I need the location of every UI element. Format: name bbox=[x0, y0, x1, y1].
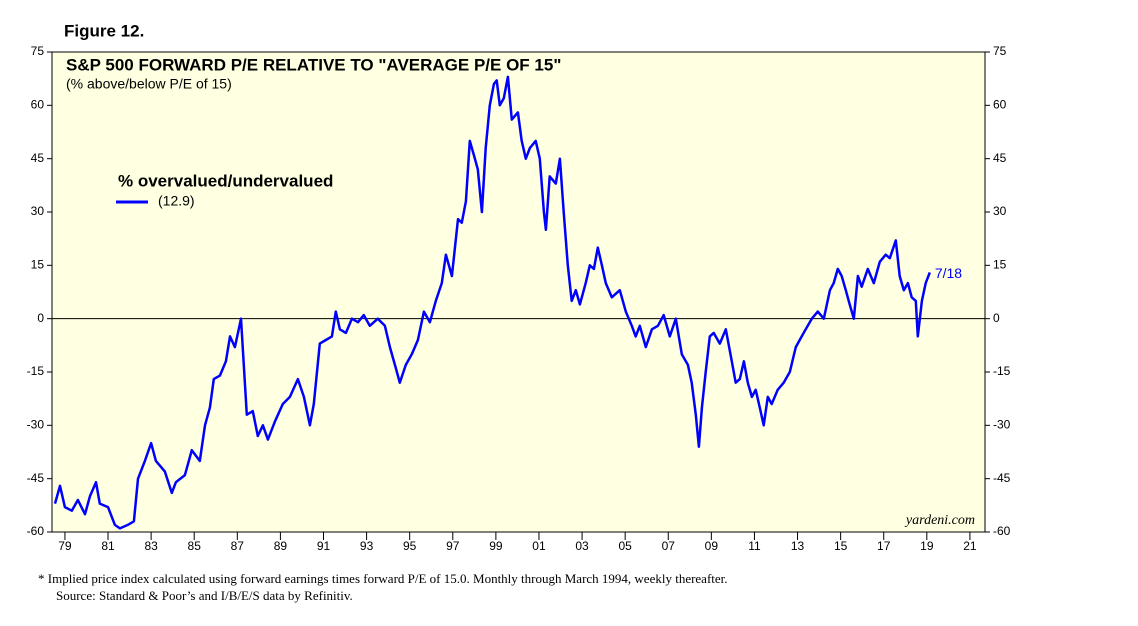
y2-tick-label: 30 bbox=[993, 204, 1007, 218]
x-tick-label: 93 bbox=[360, 539, 374, 553]
x-tick-label: 81 bbox=[101, 539, 115, 553]
figure-label: Figure 12. bbox=[64, 21, 144, 40]
legend-value: (12.9) bbox=[158, 193, 195, 209]
y-tick-label: -15 bbox=[27, 364, 45, 378]
y-tick-label: 0 bbox=[37, 311, 44, 325]
x-tick-label: 85 bbox=[188, 539, 202, 553]
x-tick-label: 91 bbox=[317, 539, 331, 553]
y2-tick-label: -60 bbox=[993, 524, 1011, 538]
y2-tick-label: 75 bbox=[993, 44, 1007, 58]
watermark: yardeni.com bbox=[904, 513, 975, 528]
x-tick-label: 03 bbox=[575, 539, 589, 553]
legend-label: % overvalued/undervalued bbox=[118, 171, 333, 190]
y2-tick-label: -45 bbox=[993, 471, 1011, 485]
x-tick-label: 07 bbox=[662, 539, 676, 553]
y-tick-label: 45 bbox=[31, 151, 45, 165]
x-tick-label: 95 bbox=[403, 539, 417, 553]
x-tick-label: 97 bbox=[446, 539, 460, 553]
x-tick-label: 19 bbox=[920, 539, 934, 553]
x-tick-label: 11 bbox=[748, 539, 761, 553]
series-line bbox=[53, 75, 931, 530]
y-tick-label: -30 bbox=[27, 418, 45, 432]
x-tick-label: 83 bbox=[144, 539, 158, 553]
y2-tick-label: -30 bbox=[993, 418, 1011, 432]
x-tick-label: 17 bbox=[877, 539, 891, 553]
y-tick-label: 60 bbox=[31, 98, 45, 112]
y2-tick-label: -15 bbox=[993, 364, 1011, 378]
x-tick-label: 05 bbox=[618, 539, 632, 553]
x-tick-label: 21 bbox=[963, 539, 977, 553]
y-tick-label: -45 bbox=[27, 471, 45, 485]
y2-tick-label: 15 bbox=[993, 258, 1007, 272]
y-tick-label: 75 bbox=[31, 44, 45, 58]
footnote: * Implied price index calculated using f… bbox=[38, 571, 728, 586]
x-tick-label: 13 bbox=[791, 539, 805, 553]
x-tick-label: 09 bbox=[705, 539, 719, 553]
y-tick-label: -60 bbox=[27, 524, 45, 538]
x-tick-label: 79 bbox=[58, 539, 72, 553]
y-tick-label: 30 bbox=[31, 204, 45, 218]
subtitle: (% above/below P/E of 15) bbox=[66, 76, 232, 92]
end-annotation: 7/18 bbox=[935, 265, 962, 281]
x-tick-label: 87 bbox=[231, 539, 245, 553]
y-tick-label: 15 bbox=[31, 258, 45, 272]
x-tick-label: 99 bbox=[489, 539, 503, 553]
x-tick-label: 15 bbox=[834, 539, 848, 553]
chart-title: S&P 500 FORWARD P/E RELATIVE TO "AVERAGE… bbox=[66, 55, 561, 74]
y2-tick-label: 45 bbox=[993, 151, 1007, 165]
x-tick-label: 01 bbox=[532, 539, 546, 553]
y2-tick-label: 0 bbox=[993, 311, 1000, 325]
x-tick-label: 89 bbox=[274, 539, 288, 553]
source: Source: Standard & Poor’s and I/B/E/S da… bbox=[56, 588, 353, 603]
y2-tick-label: 60 bbox=[993, 98, 1007, 112]
